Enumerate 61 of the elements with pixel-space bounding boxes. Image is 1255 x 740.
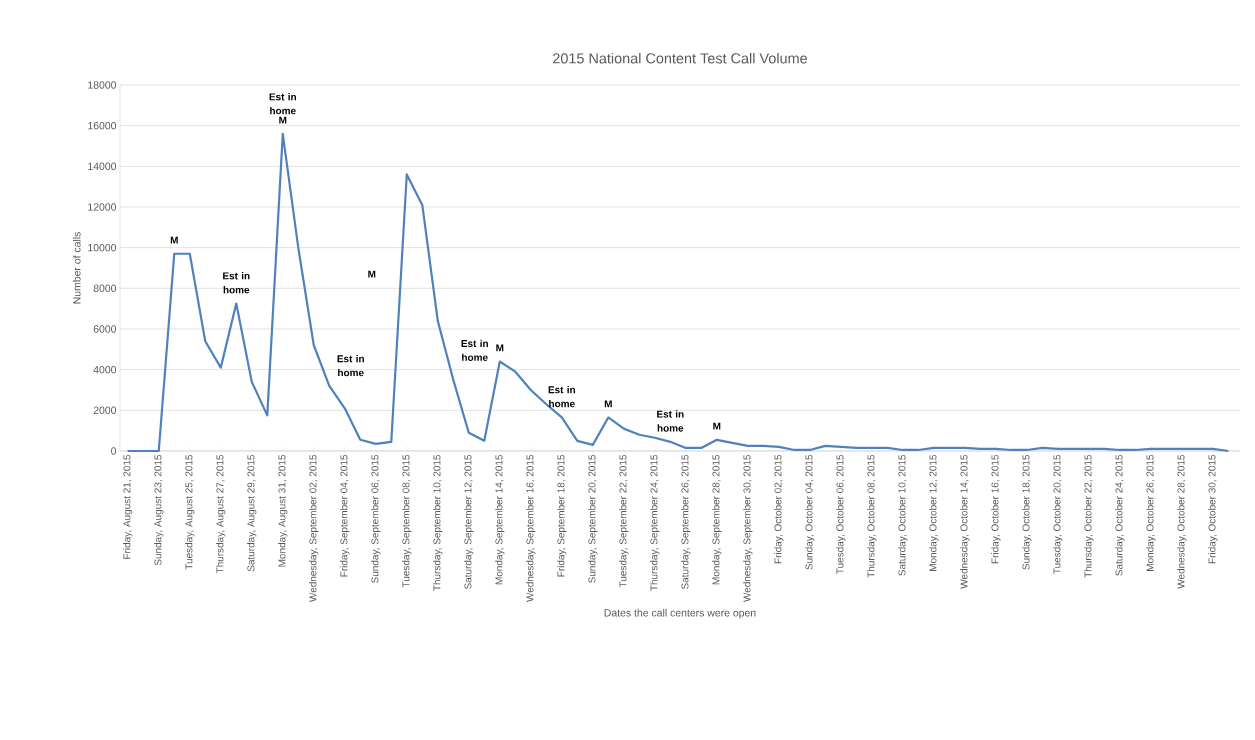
annotation: Est in home bbox=[269, 93, 296, 115]
x-axis-title: Dates the call centers were open bbox=[604, 608, 756, 619]
annotation: Est in home bbox=[461, 339, 488, 361]
x-tick-label: Thursday, September 10, 2015 bbox=[433, 454, 443, 591]
x-tick-label: Friday, August 21, 2015 bbox=[123, 454, 133, 559]
x-tick-label: Saturday, September 12, 2015 bbox=[464, 454, 474, 590]
x-tick-label: Wednesday, October 28, 2015 bbox=[1177, 454, 1187, 589]
x-tick-label: Sunday, October 04, 2015 bbox=[805, 454, 815, 570]
x-tick-label: Saturday, October 24, 2015 bbox=[1115, 454, 1125, 576]
x-tick-label: Sunday, October 18, 2015 bbox=[1022, 454, 1032, 570]
x-tick-label: Monday, October 12, 2015 bbox=[929, 454, 939, 571]
x-tick-label: Monday, October 26, 2015 bbox=[1146, 454, 1156, 571]
y-tick-label: 14000 bbox=[88, 162, 117, 171]
annotation: Est in home bbox=[223, 272, 250, 294]
x-tick-label: Tuesday, October 06, 2015 bbox=[836, 454, 846, 574]
y-tick-label: 0 bbox=[111, 447, 117, 455]
x-tick-label: Thursday, October 22, 2015 bbox=[1084, 454, 1094, 578]
y-tick-label: 8000 bbox=[93, 284, 117, 293]
x-tick-label: Friday, October 16, 2015 bbox=[991, 454, 1001, 564]
x-tick-label: Tuesday, August 25, 2015 bbox=[185, 454, 195, 570]
x-tick-label: Thursday, September 24, 2015 bbox=[650, 454, 660, 591]
annotation: M bbox=[279, 116, 287, 124]
x-tick-label: Tuesday, September 22, 2015 bbox=[619, 454, 629, 588]
x-tick-label: Thursday, October 08, 2015 bbox=[867, 454, 877, 578]
annotation: Est in home bbox=[337, 354, 364, 377]
annotation: M bbox=[496, 344, 504, 352]
annotation: M bbox=[368, 270, 376, 278]
annotation: Est in home bbox=[548, 385, 576, 408]
x-tick-label: Sunday, August 23, 2015 bbox=[154, 454, 164, 566]
annotation: M bbox=[713, 422, 721, 430]
x-tick-label: Wednesday, October 14, 2015 bbox=[960, 454, 970, 589]
x-tick-label: Sunday, September 06, 2015 bbox=[371, 454, 381, 583]
y-tick-label: 16000 bbox=[88, 121, 117, 130]
x-tick-label: Tuesday, October 20, 2015 bbox=[1053, 454, 1063, 574]
y-axis-title: Number of calls bbox=[72, 232, 81, 304]
x-tick-label: Tuesday, September 08, 2015 bbox=[402, 454, 412, 588]
chart-title: 2015 National Content Test Call Volume bbox=[553, 52, 807, 64]
x-tick-label: Sunday, September 20, 2015 bbox=[588, 454, 598, 583]
y-tick-label: 2000 bbox=[93, 406, 117, 415]
x-tick-label: Wednesday, September 30, 2015 bbox=[743, 454, 753, 602]
y-tick-label: 18000 bbox=[88, 81, 117, 89]
x-tick-label: Thursday, August 27, 2015 bbox=[216, 454, 226, 574]
x-tick-label: Friday, September 04, 2015 bbox=[340, 454, 350, 577]
y-tick-label: 4000 bbox=[93, 365, 117, 374]
annotation: Est in home bbox=[657, 410, 684, 432]
y-tick-label: 12000 bbox=[88, 203, 117, 211]
x-tick-label: Wednesday, September 02, 2015 bbox=[309, 454, 319, 602]
x-tick-label: Friday, September 18, 2015 bbox=[557, 454, 567, 577]
x-tick-label: Monday, August 31, 2015 bbox=[278, 454, 288, 567]
x-tick-label: Friday, October 30, 2015 bbox=[1208, 454, 1218, 564]
x-tick-label: Wednesday, September 16, 2015 bbox=[526, 454, 536, 602]
x-tick-label: Friday, October 02, 2015 bbox=[774, 454, 784, 564]
y-tick-label: 10000 bbox=[88, 243, 117, 252]
x-tick-label: Saturday, October 10, 2015 bbox=[898, 454, 908, 576]
annotation: M bbox=[170, 236, 178, 244]
annotation: M bbox=[604, 400, 612, 408]
x-tick-label: Monday, September 28, 2015 bbox=[712, 454, 722, 585]
y-tick-label: 6000 bbox=[93, 325, 117, 333]
x-tick-label: Saturday, September 26, 2015 bbox=[681, 454, 691, 590]
x-tick-label: Saturday, August 29, 2015 bbox=[247, 454, 257, 572]
x-tick-label: Monday, September 14, 2015 bbox=[495, 454, 505, 585]
